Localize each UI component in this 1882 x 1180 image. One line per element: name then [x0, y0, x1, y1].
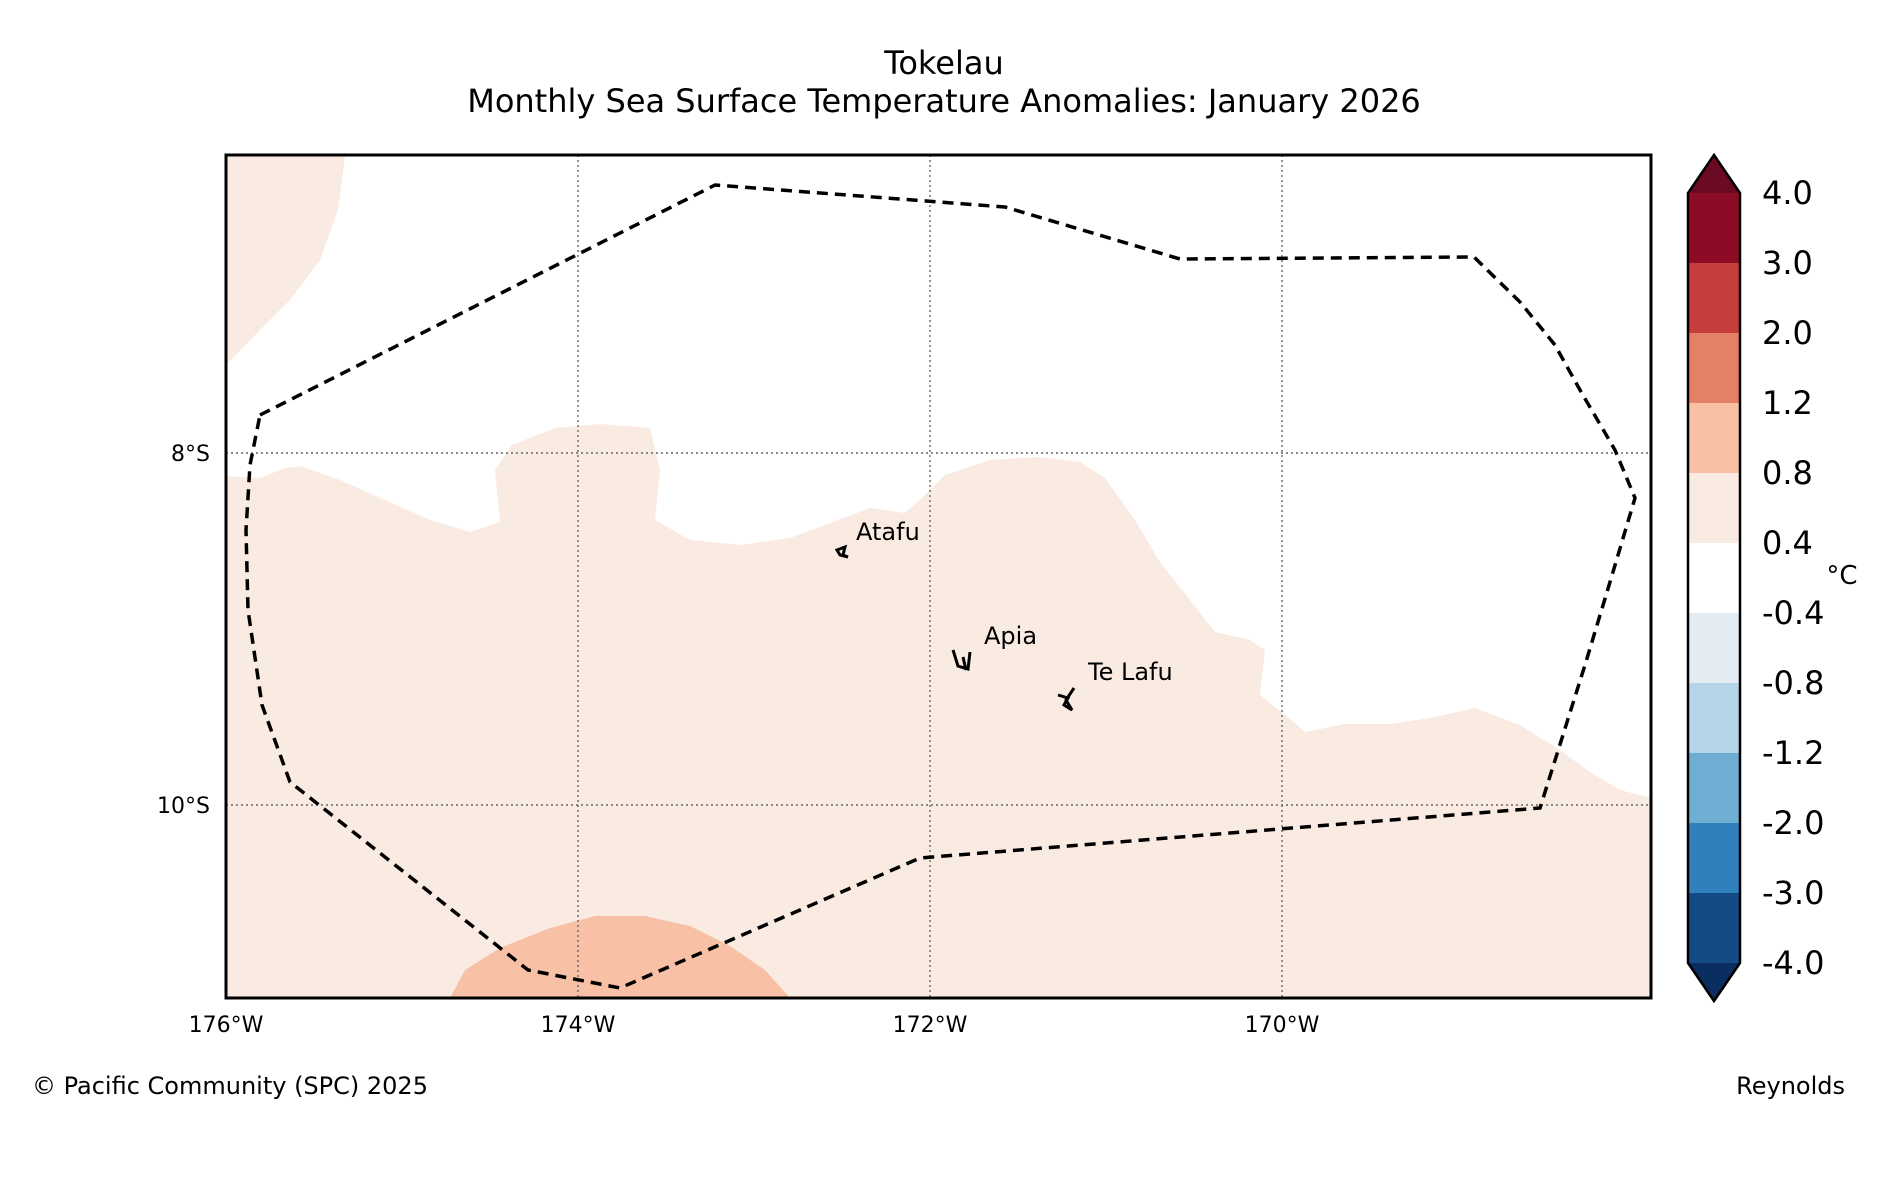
colorbar-swatches: [1686, 152, 1742, 1004]
te-lafu-atoll-outline: [1057, 687, 1076, 712]
map-frame: [224, 153, 1653, 1000]
colorbar-swatch: [1688, 543, 1740, 614]
colorbar-tick-label: -4.0: [1762, 944, 1824, 982]
anomaly-region-main: [226, 424, 1651, 998]
colorbar-outline: [1686, 152, 1742, 1004]
y-tick-10s: 10°S: [157, 794, 210, 819]
colorbar-extend-min: [1688, 963, 1740, 1001]
atafu-atoll-outline: [834, 544, 849, 559]
colorbar-swatch: [1688, 893, 1740, 964]
colorbar-tick-label: 0.8: [1762, 454, 1813, 492]
x-tick-176w: 176°W: [189, 1013, 264, 1038]
colorbar-tick-label: -3.0: [1762, 874, 1824, 912]
x-tick-170w: 170°W: [1245, 1013, 1320, 1038]
place-label-te-lafu: Te Lafu: [1087, 658, 1173, 686]
x-tick-174w: 174°W: [541, 1013, 616, 1038]
copyright-text: © Pacific Community (SPC) 2025: [32, 1072, 428, 1100]
colorbar-tick-label: -0.8: [1762, 664, 1824, 702]
apia-atoll-outline: [951, 649, 972, 671]
place-label-apia: Apia: [984, 622, 1037, 650]
colorbar-swatch: [1688, 683, 1740, 754]
map-title: Tokelau: [883, 44, 1004, 82]
colorbar-tick-label: 2.0: [1762, 314, 1813, 352]
anomaly-region-warm: [450, 916, 790, 998]
colorbar: 4.0 3.0 2.0 1.2 0.8 0.4 -0.4 -0.8 -1.2 -2.0 -3.0 -4…: [1686, 152, 1858, 1004]
data-source-text: Reynolds: [1736, 1072, 1845, 1100]
map-subtitle: Monthly Sea Surface Temperature Anomalie…: [467, 82, 1421, 120]
colorbar-swatch: [1688, 333, 1740, 404]
x-tick-172w: 172°W: [893, 1013, 968, 1038]
colorbar-swatch: [1688, 823, 1740, 894]
colorbar-unit: °C: [1826, 561, 1857, 591]
gridlines: [226, 155, 1651, 998]
colorbar-tick-label: 3.0: [1762, 244, 1813, 282]
colorbar-tick-label: -0.4: [1762, 594, 1824, 632]
colorbar-tick-label: 4.0: [1762, 174, 1813, 212]
colorbar-tick-label: 1.2: [1762, 384, 1813, 422]
colorbar-labels: 4.0 3.0 2.0 1.2 0.8 0.4 -0.4 -0.8 -1.2 -2.0 -3.0 -4…: [1762, 174, 1824, 982]
eez-boundary: [244, 183, 1637, 990]
colorbar-extend-max: [1688, 155, 1740, 193]
colorbar-swatch: [1688, 473, 1740, 544]
colorbar-tick-label: 0.4: [1762, 524, 1813, 562]
colorbar-tick-label: -1.2: [1762, 734, 1824, 772]
anomaly-region-northwest: [226, 155, 345, 365]
place-label-atafu: Atafu: [856, 518, 920, 546]
colorbar-tick-label: -2.0: [1762, 804, 1824, 842]
colorbar-swatch: [1688, 613, 1740, 684]
colorbar-swatch: [1688, 403, 1740, 474]
colorbar-swatch: [1688, 193, 1740, 264]
colorbar-swatch: [1688, 753, 1740, 824]
y-tick-8s: 8°S: [171, 442, 210, 467]
map-panel: Atafu Apia Te Lafu: [224, 153, 1653, 1000]
colorbar-swatch: [1688, 263, 1740, 334]
